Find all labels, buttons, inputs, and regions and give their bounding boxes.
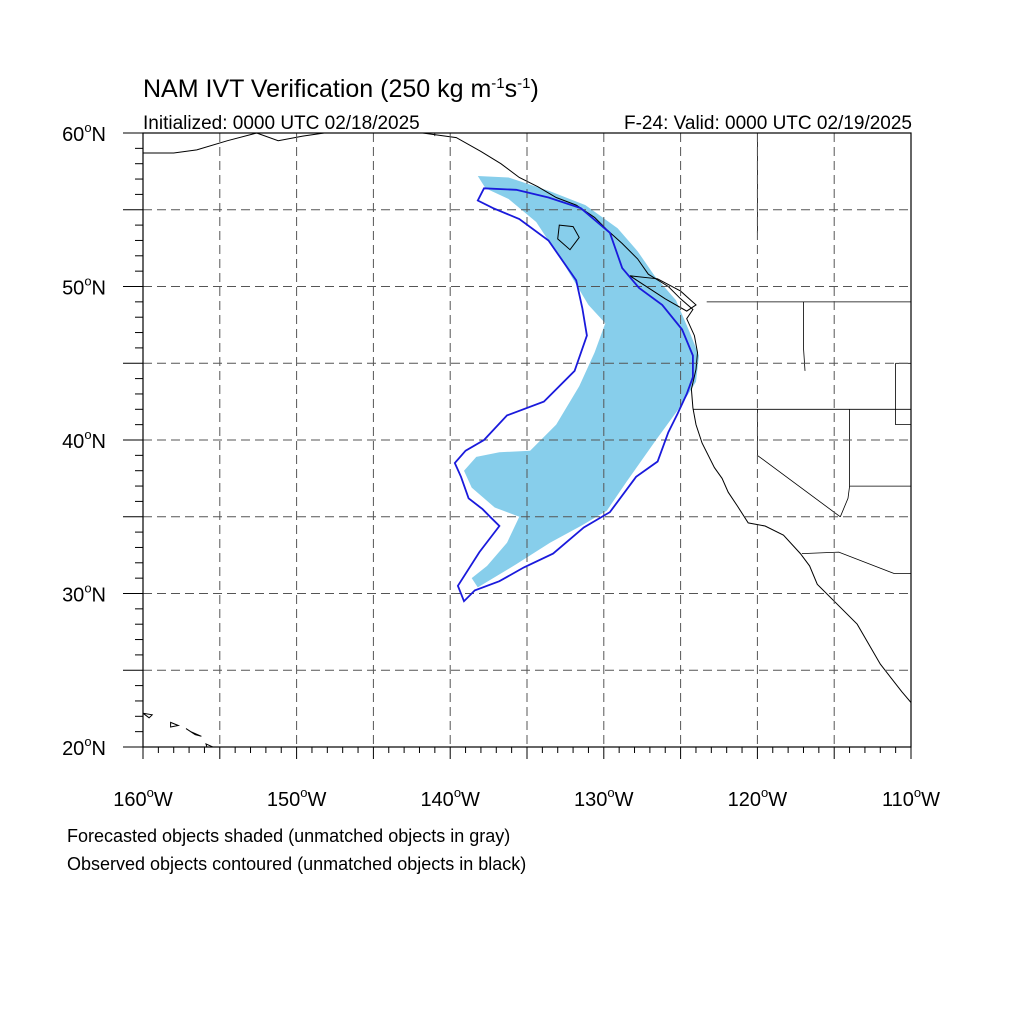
political-border [839, 486, 850, 517]
island-outline [170, 721, 181, 728]
lon-tick-label: 160oW [113, 785, 173, 811]
political-border [849, 409, 911, 487]
political-border [757, 409, 841, 518]
island-outline [629, 275, 697, 312]
forecast-ivt-object [464, 176, 699, 588]
valid-label: F-24: Valid: 0000 UTC 02/19/2025 [624, 113, 912, 134]
island-outline [185, 728, 202, 737]
observed-note: Observed objects contoured (unmatched ob… [67, 854, 526, 874]
forecast-note: Forecasted objects shaded (unmatched obj… [67, 826, 510, 846]
observed-ivt-contour [453, 187, 694, 603]
plot-title: NAM IVT Verification (250 kg m-1s-1) [143, 75, 539, 103]
lon-tick-label: 110oW [882, 785, 940, 811]
political-border [801, 551, 911, 574]
observed-object-layer [453, 187, 694, 603]
island-outline [557, 224, 580, 251]
lat-tick-label: 30oN [62, 581, 106, 607]
lat-tick-label: 60oN [62, 120, 106, 146]
gridlines-layer [143, 133, 911, 747]
axis-tick-labels: 160oW 150oW 140oW 130oW 120oW 110oW 60oN 50oN 40… [62, 120, 940, 811]
lat-tick-label: 50oN [62, 274, 106, 300]
lon-tick-label: 120oW [728, 785, 788, 811]
lon-tick-label: 140oW [420, 785, 480, 811]
lon-tick-label: 130oW [574, 785, 634, 811]
lat-tick-label: 20oN [62, 734, 106, 760]
lon-tick-label: 150oW [267, 785, 327, 811]
island-outline [143, 712, 154, 719]
lat-tick-label: 40oN [62, 427, 106, 453]
political-border [895, 363, 911, 426]
axis-ticks [123, 132, 912, 759]
initialized-label: Initialized: 0000 UTC 02/18/2025 [143, 113, 420, 134]
political-border [803, 301, 806, 371]
forecast-object-layer [464, 176, 699, 588]
coastline [143, 133, 911, 703]
